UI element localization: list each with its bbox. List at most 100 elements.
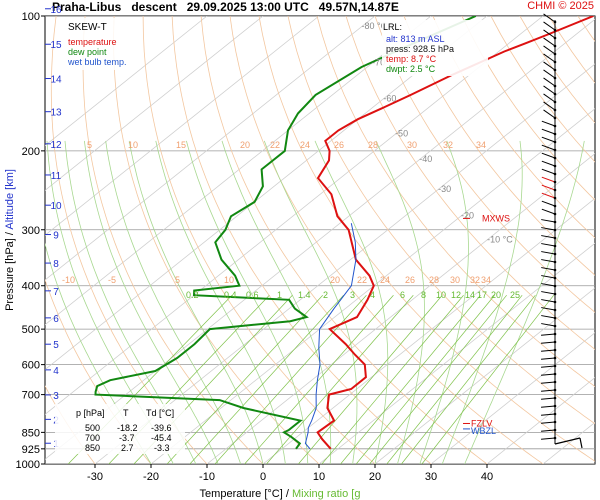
mixing-ratio-label: 1.4: [298, 290, 311, 300]
isotherm-label: -10 °C: [487, 234, 513, 244]
isotherm: [94, 63, 595, 464]
wind-barb: [541, 128, 556, 135]
wind-barb-dot: [553, 316, 557, 320]
wind-barb-dot: [553, 76, 557, 80]
temperature-tick-label: -10: [199, 471, 215, 483]
wind-barb: [541, 405, 556, 408]
mixing-ratio-line: [386, 294, 523, 464]
altitude-tick-label: 16: [50, 5, 62, 16]
lrl-temperature: temp: 8.7 °C: [386, 54, 437, 64]
wind-barb: [541, 307, 556, 311]
altitude-tick-label: 14: [50, 75, 62, 86]
wind-barb-dot: [553, 268, 557, 272]
theta-label: 32: [443, 140, 453, 150]
altitude-tick-label: 11: [51, 171, 62, 182]
wind-barb-dot: [553, 28, 557, 32]
wind-profile: [541, 13, 583, 449]
wind-barb-surface: [554, 437, 581, 445]
mixing-ratio-line: [244, 294, 394, 464]
mixing-ratio-line: [421, 295, 555, 464]
lrl-title: LRL:: [383, 22, 402, 32]
wind-barb: [543, 45, 556, 55]
pressure-tick-label: 100: [22, 11, 40, 23]
altitude-tick-label: 15: [50, 40, 62, 51]
lrl-altitude: alt: 813 m ASL: [386, 34, 445, 44]
level-marker-label: WBZL: [471, 426, 496, 436]
mixing-ratio-label: 17: [477, 290, 487, 300]
wind-barb: [541, 357, 556, 360]
temperature-tick-label: 10: [313, 471, 325, 483]
wind-barb-dot: [553, 140, 557, 144]
wind-barb: [543, 37, 556, 47]
wind-barb-dot: [553, 340, 557, 344]
wind-barb: [541, 144, 556, 151]
dry-adiabat: [316, 16, 595, 388]
pressure-tick-label: 300: [22, 225, 40, 237]
mixing-ratio-label: 10: [436, 290, 446, 300]
wind-barb-dot: [553, 52, 557, 56]
pressure-tick-label: 850: [22, 427, 40, 439]
wind-barb: [541, 421, 556, 424]
theta-label: 20: [330, 275, 340, 285]
mixing-ratio-label: 8: [421, 290, 426, 300]
level-table-cell: 700: [85, 433, 100, 443]
moist-adiabat: [314, 140, 389, 464]
isotherm-label: -70: [372, 58, 385, 68]
isotherm-label: -60: [383, 93, 396, 103]
wind-barb: [541, 227, 556, 231]
isotherm: [45, 16, 432, 326]
y-axis-label: Pressure [hPa] / Altitude [km]: [4, 169, 16, 311]
wind-barb-dot: [553, 60, 557, 64]
mixing-ratio-line: [166, 294, 323, 464]
wind-barb: [543, 61, 556, 71]
copyright: CHMI © 2025: [527, 0, 594, 12]
wind-barb-dot: [553, 84, 557, 88]
wind-barb: [541, 267, 556, 271]
level-table-cell: -3.3: [154, 443, 170, 453]
isotherm: [206, 153, 595, 464]
moist-adiabat: [105, 140, 241, 464]
wind-barb: [541, 192, 556, 199]
wind-barb: [541, 437, 556, 440]
wind-barb-dot: [553, 148, 557, 152]
isotherm: [430, 332, 595, 464]
wind-barb-dot: [553, 300, 557, 304]
temperature-tick-label: 30: [425, 471, 437, 483]
wind-barb-dot: [553, 292, 557, 296]
legend-temperature: temperature: [68, 37, 117, 47]
wind-barb-dot: [553, 380, 557, 384]
temperature-tick-label: -20: [143, 471, 159, 483]
wind-barb: [541, 413, 556, 416]
wind-barb: [541, 291, 556, 295]
altitude-tick-label: 10: [50, 201, 62, 212]
mixing-ratio-label: 14: [465, 290, 475, 300]
wind-barb-dot: [553, 124, 557, 128]
mixing-ratio-label: 3: [350, 290, 355, 300]
isotherm: [45, 16, 544, 415]
isotherm: [150, 108, 595, 464]
wind-barb-dot: [553, 244, 557, 248]
isotherm: [374, 287, 595, 464]
wind-barb-dot: [553, 284, 557, 288]
level-table-header-t: T: [123, 408, 129, 418]
temperature-tick-label: 0: [260, 471, 266, 483]
wind-barb: [541, 219, 556, 223]
wind-barb-dot: [553, 188, 557, 192]
wind-barb: [541, 120, 556, 127]
chart-title: Praha-Libus descent 29.09.2025 13:00 UTC…: [52, 0, 399, 14]
mixing-ratio-label: 0.2: [186, 290, 199, 300]
moist-adiabat: [375, 140, 425, 464]
wind-barb-dot: [553, 36, 557, 40]
theta-label: 22: [357, 275, 367, 285]
legend-box: [63, 18, 135, 70]
wind-barb: [541, 341, 556, 344]
altitude-tick-label: 6: [53, 314, 59, 325]
wind-barb: [541, 315, 556, 319]
moist-adiabat: [419, 140, 469, 464]
moist-adiabat: [84, 140, 219, 464]
altitude-tick-label: 5: [53, 340, 59, 351]
wind-barb-dot: [553, 156, 557, 160]
altitude-tick-label: 9: [53, 231, 59, 242]
altitude-tick-label: 12: [50, 140, 62, 151]
